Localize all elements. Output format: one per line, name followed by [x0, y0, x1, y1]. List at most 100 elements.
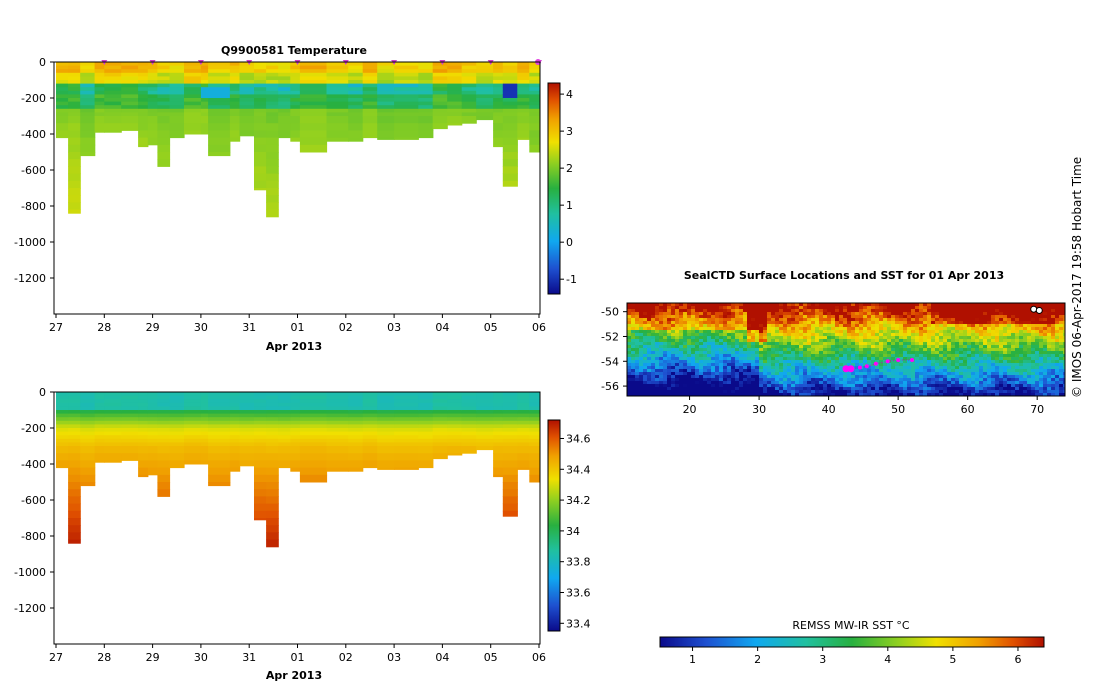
- sst-cell: [875, 351, 880, 355]
- sst-cell: [735, 327, 740, 331]
- sst-cell: [895, 330, 900, 334]
- sst-cell: [1063, 375, 1065, 379]
- sst-cell: [667, 315, 672, 319]
- salinity-cell: [68, 510, 81, 519]
- sst-cell: [943, 303, 948, 307]
- sst-cell: [1047, 333, 1052, 337]
- salinity-cell: [229, 428, 241, 433]
- sst-cell: [883, 351, 888, 355]
- sst-cell: [795, 351, 800, 355]
- sst-cell: [979, 378, 984, 382]
- sst-cell: [983, 345, 988, 349]
- sst-cell: [1011, 303, 1016, 307]
- sst-cell: [635, 306, 640, 310]
- sst-cell: [1007, 321, 1012, 325]
- sst-cell: [971, 381, 976, 385]
- sst-cell: [895, 381, 900, 385]
- sst-cell: [715, 315, 720, 319]
- sst-cell: [995, 369, 1000, 373]
- sst-cell: [935, 363, 940, 367]
- sst-cell: [995, 354, 1000, 358]
- temperature-cell: [394, 108, 419, 113]
- sst-cell: [671, 345, 676, 349]
- salinity-cell: [254, 420, 267, 425]
- temperature-cell: [208, 80, 231, 85]
- salinity-cell: [266, 482, 279, 490]
- sst-cell: [987, 390, 992, 394]
- sst-cell: [739, 354, 744, 358]
- sst-cell: [631, 342, 636, 346]
- sst-cell: [823, 369, 828, 373]
- sst-cell: [939, 372, 944, 376]
- sst-cell: [1039, 321, 1044, 325]
- sst-cell: [743, 327, 748, 331]
- sst-cell: [867, 351, 872, 355]
- sst-cell: [1039, 360, 1044, 364]
- temperature-cell: [254, 83, 267, 88]
- sst-cell: [827, 384, 832, 388]
- sst-cell: [631, 381, 636, 385]
- sst-cell: [995, 321, 1000, 325]
- temperature-cell: [447, 108, 463, 113]
- sst-cell: [1003, 390, 1008, 394]
- sst-cell: [719, 375, 724, 379]
- sst-cell: [771, 306, 776, 310]
- sst-cell: [747, 372, 752, 376]
- sst-cell: [895, 327, 900, 331]
- temperature-cell: [169, 108, 185, 113]
- sst-cell: [679, 351, 684, 355]
- salinity-cell: [239, 438, 255, 443]
- sst-cell: [671, 378, 676, 382]
- sst-cell: [763, 372, 768, 376]
- sst-cell: [711, 372, 716, 376]
- temperature-cell: [200, 123, 214, 131]
- sst-cell: [771, 321, 776, 325]
- temperature-cell: [94, 94, 105, 99]
- sst-cell: [743, 324, 748, 328]
- sst-cell: [927, 357, 932, 361]
- sst-cell: [1023, 375, 1028, 379]
- temperature-cell: [254, 137, 267, 146]
- salinity-cell: [266, 532, 279, 541]
- sst-cell: [707, 309, 712, 313]
- salinity-cell: [290, 413, 301, 418]
- sst-cell: [1031, 369, 1036, 373]
- temperature-cell: [278, 72, 291, 77]
- sst-cell: [655, 321, 660, 325]
- sst-cell: [979, 306, 984, 310]
- temperature-cell: [290, 123, 301, 131]
- sst-cell: [735, 321, 740, 325]
- sst-cell: [715, 324, 720, 328]
- sst-cell: [935, 375, 940, 379]
- sst-cell: [699, 354, 704, 358]
- sst-cell: [855, 327, 860, 331]
- salinity-cell: [299, 428, 328, 433]
- sst-cell: [651, 366, 656, 370]
- sst-cell: [675, 342, 680, 346]
- salinity-cell: [502, 431, 518, 436]
- sst-cell: [715, 330, 720, 334]
- sst-cell: [907, 327, 912, 331]
- salinity-cell: [138, 435, 149, 440]
- sst-cell: [863, 354, 868, 358]
- salinity-cell: [138, 399, 149, 404]
- sst-cell: [1031, 318, 1036, 322]
- sst-cell: [775, 360, 780, 364]
- sst-cell: [951, 312, 956, 316]
- x-tick-label: 30: [194, 651, 208, 664]
- sst-cell: [895, 324, 900, 328]
- sst-cell: [903, 309, 908, 313]
- salinity-cell: [104, 417, 122, 422]
- sst-cell: [747, 390, 752, 394]
- sst-cell: [919, 354, 924, 358]
- sst-cell: [735, 315, 740, 319]
- temperature-cell: [56, 90, 69, 95]
- sst-cell: [923, 384, 928, 388]
- temperature-cell: [239, 101, 255, 106]
- salinity-cell: [104, 406, 122, 411]
- sst-cell: [847, 348, 852, 352]
- temperature-cell: [493, 105, 504, 110]
- sst-cell: [1031, 366, 1036, 370]
- sst-cell: [827, 348, 832, 352]
- salinity-cell: [529, 392, 540, 397]
